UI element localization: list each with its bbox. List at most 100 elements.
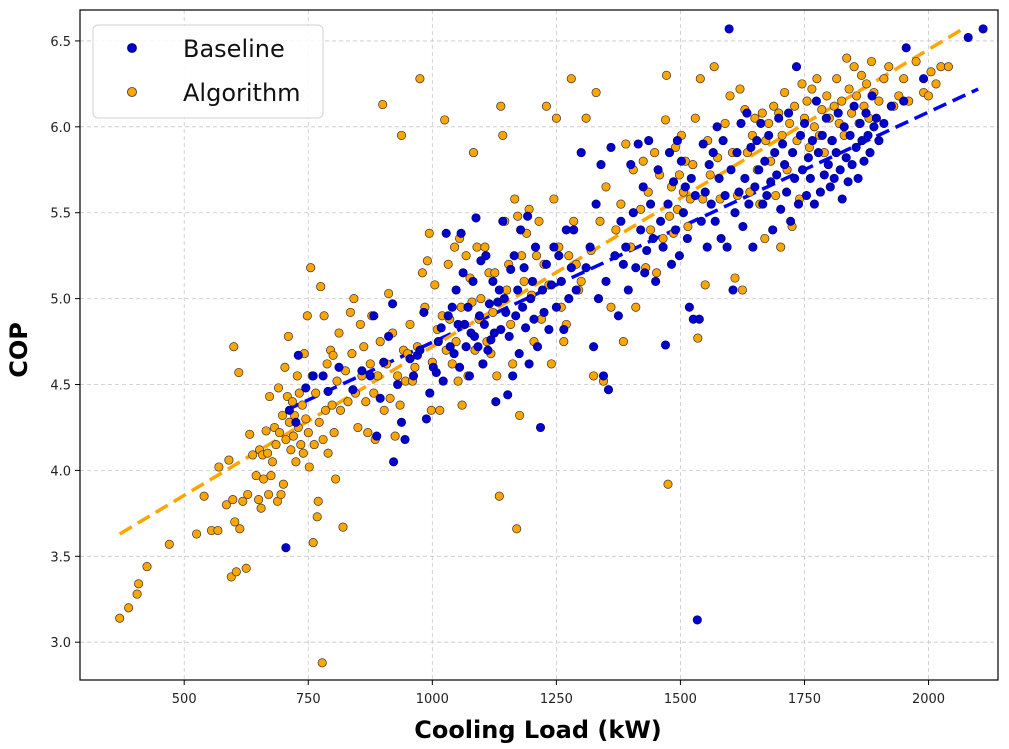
point-algorithm <box>750 113 760 123</box>
point-baseline <box>598 371 609 381</box>
point-baseline <box>698 139 708 149</box>
point-baseline <box>919 74 929 84</box>
point-baseline <box>901 43 911 53</box>
point-algorithm <box>700 280 710 290</box>
point-baseline <box>436 323 446 333</box>
point-algorithm <box>660 115 671 125</box>
point-baseline <box>813 148 823 158</box>
point-baseline <box>603 385 614 395</box>
point-algorithm <box>422 256 432 266</box>
point-baseline <box>596 160 606 170</box>
point-algorithm <box>780 87 790 98</box>
point-baseline <box>516 225 526 235</box>
point-baseline <box>795 130 806 140</box>
point-algorithm <box>842 53 852 63</box>
point-baseline <box>431 367 441 378</box>
point-baseline <box>291 417 301 427</box>
point-algorithm <box>278 479 288 489</box>
point-baseline <box>770 148 780 158</box>
point-baseline <box>504 331 514 341</box>
point-algorithm <box>508 359 518 369</box>
point-algorithm <box>256 503 266 513</box>
point-algorithm <box>874 96 884 106</box>
point-baseline <box>455 362 465 372</box>
point-algorithm <box>646 225 656 235</box>
point-algorithm <box>263 448 273 458</box>
point-baseline <box>668 177 679 187</box>
point-baseline <box>692 615 702 625</box>
point-baseline <box>712 122 722 132</box>
point-baseline <box>672 136 682 146</box>
point-baseline <box>474 311 485 321</box>
point-algorithm <box>709 62 719 72</box>
point-baseline <box>400 434 410 445</box>
point-algorithm <box>809 122 819 132</box>
point-baseline <box>626 160 636 170</box>
point-baseline <box>463 302 473 312</box>
point-algorithm <box>273 383 284 393</box>
point-algorithm <box>384 288 394 299</box>
point-algorithm <box>674 170 684 180</box>
point-baseline <box>530 242 541 252</box>
point-baseline <box>593 294 604 304</box>
point-baseline <box>821 113 831 123</box>
point-baseline <box>676 156 686 166</box>
point-algorithm <box>519 276 529 286</box>
point-algorithm <box>274 428 285 438</box>
point-baseline <box>696 216 706 226</box>
point-algorithm <box>316 282 326 292</box>
point-algorithm <box>861 79 872 89</box>
y-tick-label: 3.5 <box>50 550 71 565</box>
point-algorithm <box>132 589 142 599</box>
point-baseline <box>293 350 303 360</box>
point-algorithm <box>618 337 628 347</box>
point-algorithm <box>365 359 375 369</box>
point-algorithm <box>164 539 174 549</box>
point-baseline <box>518 302 528 312</box>
point-baseline <box>750 182 760 192</box>
point-algorithm <box>661 70 672 80</box>
point-baseline <box>456 228 466 238</box>
point-algorithm <box>396 130 407 140</box>
point-baseline <box>700 187 710 197</box>
point-algorithm <box>430 280 440 290</box>
point-baseline <box>827 136 837 146</box>
point-algorithm <box>564 251 574 261</box>
point-baseline <box>458 268 468 278</box>
point-algorithm <box>405 319 415 329</box>
point-baseline <box>375 393 385 403</box>
point-algorithm <box>631 302 641 312</box>
point-baseline <box>857 136 867 146</box>
point-algorithm <box>510 194 520 204</box>
point-baseline <box>569 225 579 235</box>
point-algorithm <box>291 457 301 467</box>
point-baseline <box>644 136 654 146</box>
y-tick-label: 4.0 <box>50 464 71 479</box>
point-algorithm <box>498 130 508 140</box>
point-baseline <box>835 165 845 175</box>
point-algorithm <box>650 148 660 158</box>
point-baseline <box>496 324 506 335</box>
point-algorithm <box>683 221 693 232</box>
point-algorithm <box>688 160 698 170</box>
legend-label-algorithm: Algorithm <box>183 79 301 107</box>
point-baseline <box>710 216 720 226</box>
point-algorithm <box>379 405 389 415</box>
point-baseline <box>841 153 851 163</box>
point-algorithm <box>304 462 314 472</box>
point-algorithm <box>221 500 231 510</box>
point-algorithm <box>705 170 715 180</box>
point-algorithm <box>534 216 544 226</box>
point-algorithm <box>228 495 238 505</box>
point-baseline <box>447 302 457 312</box>
point-algorithm <box>559 337 569 347</box>
point-baseline <box>780 160 790 170</box>
point-baseline <box>357 366 367 376</box>
point-baseline <box>754 165 764 175</box>
point-algorithm <box>281 434 291 445</box>
point-algorithm <box>549 194 559 204</box>
point-algorithm <box>764 118 774 128</box>
point-baseline <box>978 24 988 34</box>
point-algorithm <box>856 70 867 80</box>
